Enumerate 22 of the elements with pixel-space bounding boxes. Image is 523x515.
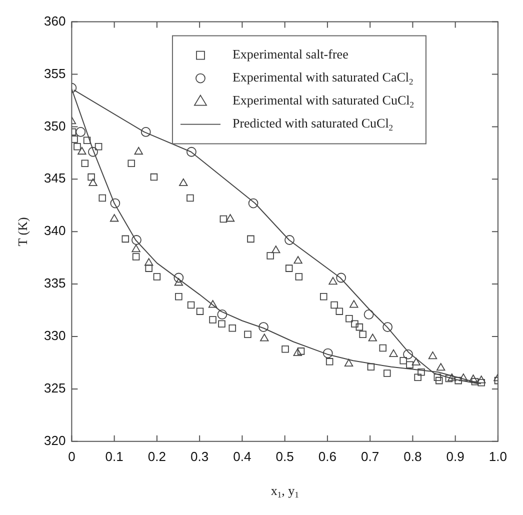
y-tick-label: 330 — [44, 328, 66, 344]
y-tick-label: 335 — [44, 276, 66, 291]
y-tick-label: 325 — [44, 380, 66, 396]
legend-label: Experimental salt-free — [232, 46, 349, 62]
y-axis-title: T (K) — [15, 217, 30, 246]
y-tick-label: 360 — [44, 13, 66, 28]
x-tick-label: 0.7 — [361, 448, 380, 464]
y-tick-label: 355 — [44, 66, 66, 81]
x-tick-label: 1.0 — [488, 448, 508, 464]
x-tick-label: 0 — [68, 448, 76, 464]
y-tick-label: 345 — [44, 170, 66, 186]
x-tick-label: 0.9 — [446, 448, 464, 464]
x-tick-label: 0.5 — [276, 448, 294, 464]
y-tick-label: 320 — [44, 432, 66, 448]
y-tick-label: 340 — [44, 223, 66, 238]
x-tick-label: 0.4 — [233, 448, 252, 464]
x-tick-label: 0.2 — [148, 448, 166, 464]
x-tick-label: 0.3 — [190, 448, 209, 464]
x-tick-label: 0.8 — [404, 448, 422, 464]
x-tick-label: 0.1 — [105, 448, 124, 464]
y-tick-label: 350 — [44, 118, 66, 134]
x-tick-label: 0.6 — [318, 448, 336, 464]
